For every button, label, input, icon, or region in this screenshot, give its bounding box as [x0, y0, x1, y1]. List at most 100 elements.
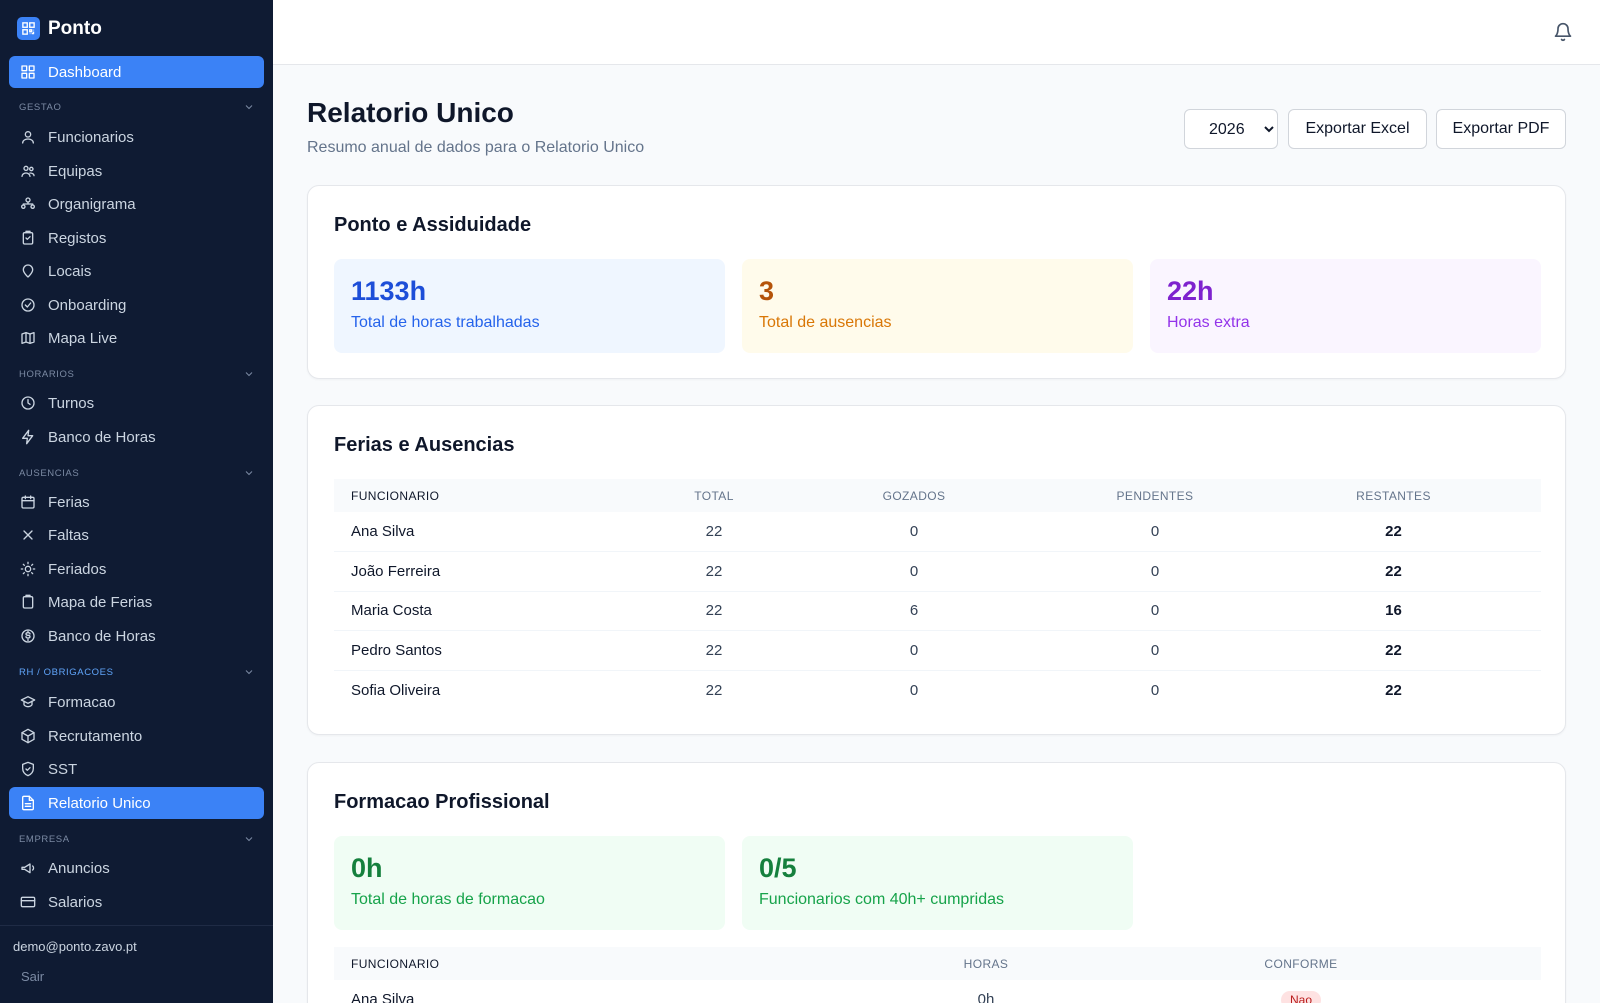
- section-rh[interactable]: RH / OBRIGACOES: [19, 665, 255, 679]
- sidebar-item-locais[interactable]: Locais: [9, 255, 264, 287]
- sidebar-item-formacao[interactable]: Formacao: [9, 686, 264, 718]
- sidebar-item-funcionarios[interactable]: Funcionarios: [9, 121, 264, 153]
- shield-icon: [20, 761, 36, 777]
- sidebar-item-banco-horas-2[interactable]: Banco de Horas: [9, 620, 264, 652]
- topbar: [273, 0, 1600, 65]
- sidebar-item-label: Feriados: [48, 560, 107, 578]
- sidebar-item-faltas[interactable]: Faltas: [9, 519, 264, 551]
- stat-training-hours: 0h Total de horas de formacao: [334, 836, 725, 930]
- table-row[interactable]: Pedro Santos 22 0 0 22: [334, 630, 1541, 671]
- column-header[interactable]: RESTANTES: [1246, 479, 1541, 512]
- sidebar-item-turnos[interactable]: Turnos: [9, 387, 264, 419]
- sidebar-item-ferias[interactable]: Ferias: [9, 486, 264, 518]
- org-chart-icon: [20, 196, 36, 212]
- section-ausencias[interactable]: AUSENCIAS: [19, 466, 255, 480]
- export-pdf-button[interactable]: Exportar PDF: [1436, 109, 1566, 149]
- sidebar-item-label: Funcionarios: [48, 128, 134, 146]
- sidebar-item-sst[interactable]: SST: [9, 753, 264, 785]
- grid-icon: [20, 64, 36, 80]
- cell-total: 22: [664, 551, 764, 592]
- cell-pending: 0: [1064, 512, 1246, 552]
- table-row[interactable]: Maria Costa 22 6 0 16: [334, 591, 1541, 631]
- sidebar-item-label: Faltas: [48, 526, 89, 544]
- stat-extra-hours: 22h Horas extra: [1150, 259, 1541, 353]
- cell-used: 0: [764, 551, 1064, 592]
- cell-pending: 0: [1064, 591, 1246, 631]
- sidebar-item-salarios[interactable]: Salarios: [9, 886, 264, 918]
- cell-used: 6: [764, 591, 1064, 631]
- app-name: Ponto: [48, 17, 102, 39]
- table-row[interactable]: João Ferreira 22 0 0 22: [334, 551, 1541, 592]
- stat-absences: 3 Total de ausencias: [742, 259, 1133, 353]
- sidebar-item-label: Mapa de Ferias: [48, 593, 153, 611]
- sidebar-item-relatorio-unico[interactable]: Relatorio Unico: [9, 787, 264, 819]
- sidebar-divider: [0, 925, 273, 926]
- table-row[interactable]: Sofia Oliveira 22 0 0 22: [334, 670, 1541, 710]
- stat-label: Total de ausencias: [759, 314, 892, 331]
- sidebar-item-label: SST: [48, 760, 78, 778]
- cell-remaining: 22: [1246, 551, 1541, 592]
- stat-value: 22h: [1167, 276, 1214, 306]
- cell-remaining: 22: [1246, 630, 1541, 671]
- sidebar-item-label: Banco de Horas: [48, 428, 156, 446]
- chevron-down-icon: [245, 105, 253, 110]
- stat-value: 0h: [351, 853, 383, 883]
- cell-employee: João Ferreira: [334, 551, 664, 592]
- team-icon: [20, 163, 36, 179]
- x-icon: [20, 527, 36, 543]
- column-header[interactable]: GOZADOS: [764, 479, 1064, 512]
- section-gestao[interactable]: GESTAO: [19, 100, 255, 114]
- ponto-card: Ponto e Assiduidade 1133h Total de horas…: [307, 185, 1566, 379]
- table-header-row: FUNCIONARIO TOTAL GOZADOS PENDENTES REST…: [334, 479, 1541, 512]
- table-row[interactable]: Ana Silva 22 0 0 22: [334, 512, 1541, 552]
- column-header[interactable]: FUNCIONARIO: [334, 479, 664, 512]
- card-title: Ponto e Assiduidade: [334, 214, 532, 236]
- column-header[interactable]: HORAS: [911, 947, 1061, 980]
- cell-total: 22: [664, 630, 764, 671]
- sidebar-item-organigrama[interactable]: Organigrama: [9, 188, 264, 220]
- sidebar-item-equipas[interactable]: Equipas: [9, 155, 264, 187]
- clock-icon: [20, 395, 36, 411]
- column-header[interactable]: TOTAL: [664, 479, 764, 512]
- sidebar-item-banco-horas[interactable]: Banco de Horas: [9, 421, 264, 453]
- sidebar-item-registos[interactable]: Registos: [9, 222, 264, 254]
- sidebar-item-label: Onboarding: [48, 296, 127, 314]
- card-title: Formacao Profissional: [334, 791, 550, 813]
- cell-used: 0: [909, 681, 919, 699]
- sidebar-item-label: Ferias: [48, 493, 90, 511]
- column-header[interactable]: FUNCIONARIO: [334, 947, 911, 980]
- section-horarios[interactable]: HORARIOS: [19, 367, 255, 381]
- sidebar-item-mapa-live[interactable]: Mapa Live: [9, 322, 264, 354]
- sidebar-item-feriados[interactable]: Feriados: [9, 553, 264, 585]
- clipboard-list-icon: [20, 594, 36, 610]
- cell-total: 22: [705, 681, 723, 699]
- section-label: HORARIOS: [19, 368, 75, 380]
- section-empresa[interactable]: EMPRESA: [19, 832, 255, 846]
- formacao-table: FUNCIONARIO HORAS CONFORME Ana Silva 0h …: [334, 947, 1541, 1003]
- year-select[interactable]: 2026: [1184, 109, 1278, 149]
- chevron-down-icon: [245, 837, 253, 842]
- stat-value: 1133h: [351, 276, 427, 306]
- cell-pending: 0: [1064, 551, 1246, 592]
- sidebar-item-label: Dashboard: [48, 63, 122, 81]
- sidebar-item-dashboard[interactable]: Dashboard: [9, 56, 264, 88]
- export-excel-button[interactable]: Exportar Excel: [1288, 109, 1427, 149]
- cell-employee: Maria Costa: [334, 591, 664, 631]
- logout-link[interactable]: Sair: [21, 969, 45, 984]
- cell-total: 22: [664, 591, 764, 631]
- dollar-circle-icon: [20, 628, 36, 644]
- column-header[interactable]: CONFORME: [1061, 947, 1541, 980]
- sun-icon: [20, 561, 36, 577]
- sidebar-item-mapa-ferias[interactable]: Mapa de Ferias: [9, 586, 264, 618]
- brand[interactable]: Ponto: [17, 17, 102, 40]
- sidebar-item-anuncios[interactable]: Anuncios: [9, 852, 264, 884]
- qr-code-icon: [17, 17, 40, 40]
- cell-pending: 0: [1064, 630, 1246, 671]
- bell-icon[interactable]: [1553, 22, 1573, 42]
- clipboard-icon: [20, 230, 36, 246]
- table-row[interactable]: Ana Silva 0h Nao: [334, 980, 1541, 1003]
- sidebar-item-recrutamento[interactable]: Recrutamento: [9, 720, 264, 752]
- sidebar-item-onboarding[interactable]: Onboarding: [9, 289, 264, 321]
- sidebar-item-label: Locais: [48, 262, 92, 280]
- column-header[interactable]: PENDENTES: [1064, 479, 1246, 512]
